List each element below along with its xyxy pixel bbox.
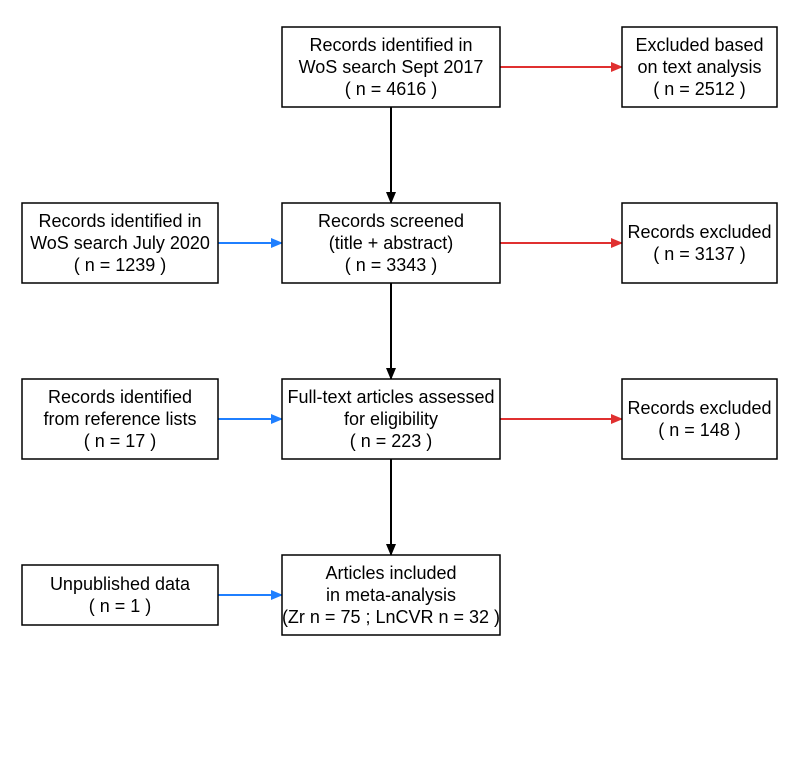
flow-node-n1-line-2: ( n = 4616 ): [345, 79, 438, 99]
edges: [218, 67, 622, 595]
nodes: Records identified inWoS search Sept 201…: [22, 27, 777, 635]
flow-node-n2-line-2: ( n = 2512 ): [653, 79, 746, 99]
flow-node-n8-line-0: Records excluded: [627, 398, 771, 418]
flow-node-n5: Records excluded( n = 3137 ): [622, 203, 777, 283]
flow-node-n1-line-1: WoS search Sept 2017: [299, 57, 484, 77]
flow-node-n3-line-2: ( n = 1239 ): [74, 255, 167, 275]
flow-node-n6: Records identifiedfrom reference lists( …: [22, 379, 218, 459]
flow-node-n4-line-1: (title + abstract): [329, 233, 454, 253]
flow-node-n6-line-2: ( n = 17 ): [84, 431, 157, 451]
flow-node-n8: Records excluded( n = 148 ): [622, 379, 777, 459]
flow-node-n7: Full-text articles assessedfor eligibili…: [282, 379, 500, 459]
flow-node-n8-line-1: ( n = 148 ): [658, 420, 741, 440]
flow-node-n3-line-0: Records identified in: [38, 211, 201, 231]
flow-node-n3: Records identified inWoS search July 202…: [22, 203, 218, 283]
flow-node-n9-line-1: ( n = 1 ): [89, 596, 152, 616]
flow-node-n2: Excluded basedon text analysis( n = 2512…: [622, 27, 777, 107]
flow-node-n3-line-1: WoS search July 2020: [30, 233, 210, 253]
flow-node-n10: Articles includedin meta-analysis(Zr n =…: [282, 555, 500, 635]
flow-node-n1-line-0: Records identified in: [309, 35, 472, 55]
flow-node-n2-line-1: on text analysis: [637, 57, 761, 77]
flow-node-n5-line-0: Records excluded: [627, 222, 771, 242]
flow-node-n6-line-1: from reference lists: [43, 409, 196, 429]
flow-node-n4: Records screened(title + abstract)( n = …: [282, 203, 500, 283]
flow-node-n4-line-0: Records screened: [318, 211, 464, 231]
prisma-flowchart: Records identified inWoS search Sept 201…: [0, 0, 799, 768]
flow-node-n2-line-0: Excluded based: [635, 35, 763, 55]
flow-node-n9: Unpublished data( n = 1 ): [22, 565, 218, 625]
flow-node-n7-line-0: Full-text articles assessed: [287, 387, 494, 407]
flow-node-n1: Records identified inWoS search Sept 201…: [282, 27, 500, 107]
flow-node-n9-line-0: Unpublished data: [50, 574, 191, 594]
flow-node-n7-line-1: for eligibility: [344, 409, 438, 429]
flow-node-n10-line-1: in meta-analysis: [326, 585, 456, 605]
flow-node-n10-line-0: Articles included: [325, 563, 456, 583]
flow-node-n4-line-2: ( n = 3343 ): [345, 255, 438, 275]
flow-node-n6-line-0: Records identified: [48, 387, 192, 407]
flow-node-n10-line-2: (Zr n = 75 ; LnCVR n = 32 ): [282, 607, 500, 627]
flow-node-n5-line-1: ( n = 3137 ): [653, 244, 746, 264]
flow-node-n7-line-2: ( n = 223 ): [350, 431, 433, 451]
